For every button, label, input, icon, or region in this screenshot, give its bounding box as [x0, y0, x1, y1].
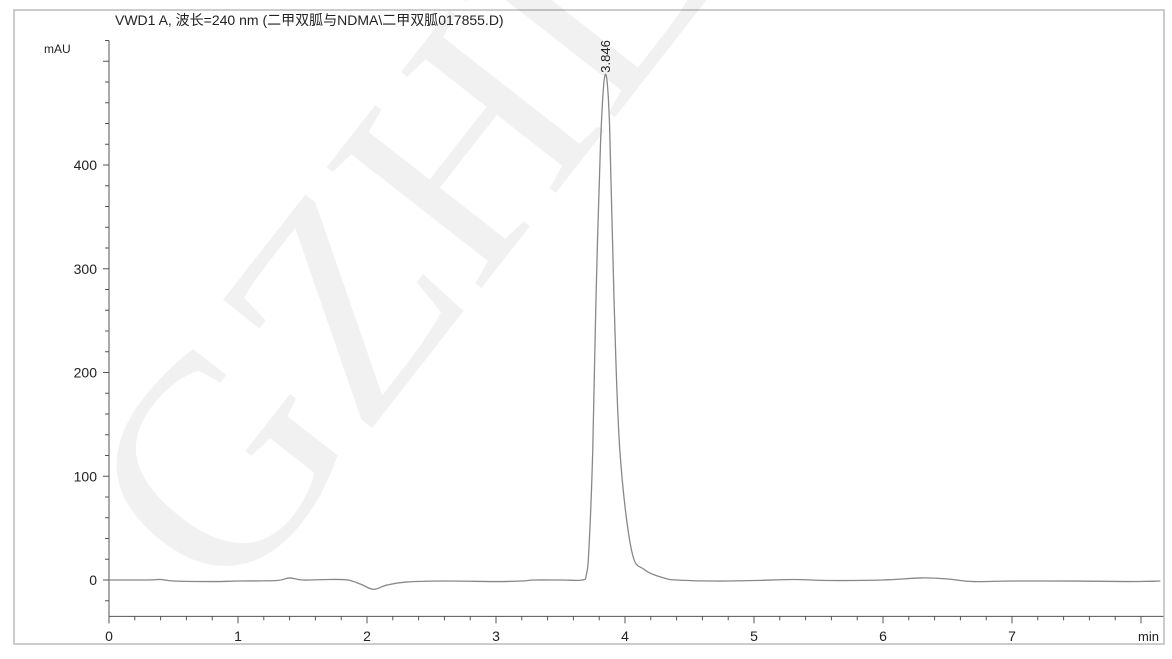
peak-retention-time-label: 3.846 [598, 40, 613, 73]
y-tick-label: 200 [74, 365, 98, 381]
x-axis-label: min [1138, 629, 1159, 644]
y-axis-label: mAU [44, 42, 71, 56]
x-tick-label: 5 [750, 628, 758, 644]
x-tick-label: 6 [879, 628, 887, 644]
svg-text:GZHLM: GZHLM [20, 0, 938, 650]
chart-frame [13, 9, 1165, 645]
chromatogram-trace [108, 73, 1161, 590]
x-tick-label: 2 [363, 628, 371, 644]
y-tick-label: 300 [74, 261, 98, 277]
y-tick-label: 100 [74, 468, 98, 484]
x-tick-label: 4 [621, 628, 629, 644]
chart-title: VWD1 A, 波长=240 nm (二甲双胍与NDMA\二甲双胍017855.… [115, 12, 504, 28]
watermark: GZHLM [20, 0, 938, 650]
x-tick-label: 3 [492, 628, 500, 644]
x-tick-label: 7 [1008, 628, 1016, 644]
x-tick-label: 0 [105, 628, 113, 644]
y-tick-label: 0 [89, 572, 97, 588]
x-tick-label: 1 [234, 628, 242, 644]
y-tick-label: 400 [74, 157, 98, 173]
